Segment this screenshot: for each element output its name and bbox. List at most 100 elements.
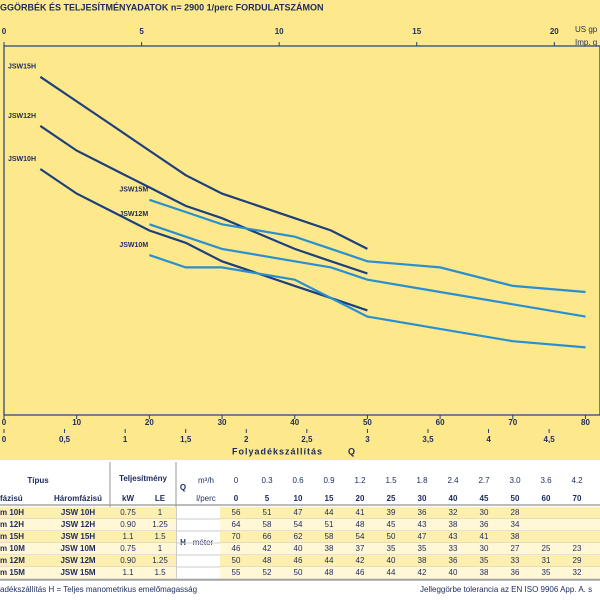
table-cell: 0.90	[120, 556, 136, 565]
table-cell: 1.25	[152, 556, 168, 565]
table-cell: 31	[542, 556, 551, 565]
table-cell: 41	[480, 532, 489, 541]
x2-tick-label: 0,5	[59, 435, 71, 444]
table-cell: 1	[158, 544, 163, 553]
table-q-lpm: 0	[234, 494, 239, 503]
table-cell: 1.1	[122, 532, 134, 541]
x2-tick-label: 1	[123, 435, 128, 444]
x2-tick-label: 4,5	[544, 435, 556, 444]
table-footer: adékszállítás H = Teljes manometrikus em…	[0, 585, 197, 594]
table-cell: 38	[449, 520, 458, 529]
table-row	[220, 567, 600, 579]
table-cell: 58	[325, 532, 334, 541]
table-cell: 43	[418, 520, 427, 529]
table-cell: 1	[158, 508, 163, 517]
x-tick-label: 70	[508, 418, 517, 427]
curve	[149, 198, 586, 294]
x2-tick-label: 4	[486, 435, 491, 444]
table-q-m3h: 3.6	[540, 476, 552, 485]
table-cell: 32	[573, 568, 582, 577]
x2-tick-label: 3,5	[422, 435, 434, 444]
table-cell: 38	[325, 544, 334, 553]
table-cell: 23	[573, 544, 582, 553]
table-cell: 30	[480, 544, 489, 553]
table-q-lpm: 70	[573, 494, 582, 503]
table-q-lpm: 25	[387, 494, 396, 503]
table-row	[220, 531, 600, 543]
table-q-lpm: 15	[325, 494, 334, 503]
table-cell: 47	[294, 508, 303, 517]
table-cell: 35	[418, 544, 427, 553]
table-q-lpm: 40	[449, 494, 458, 503]
table-cell: 70	[232, 532, 241, 541]
table-cell: 35	[480, 556, 489, 565]
table-q-m3h: 3.0	[509, 476, 521, 485]
table-header: l/perc	[196, 494, 216, 503]
table-row	[0, 531, 176, 543]
table-row	[220, 543, 600, 555]
table-q-m3h: 4.2	[571, 476, 583, 485]
table-cell: 41	[356, 508, 365, 517]
table-cell: 48	[356, 520, 365, 529]
table-cell: 64	[232, 520, 241, 529]
top-axis-label: US gp	[575, 25, 598, 34]
table-header: m³/h	[198, 476, 214, 485]
table-cell: 38	[511, 532, 520, 541]
table-cell: 42	[356, 556, 365, 565]
table-cell: 47	[418, 532, 427, 541]
table-q-lpm: 60	[542, 494, 551, 503]
table-cell: 42	[263, 544, 272, 553]
table-cell: 36	[480, 520, 489, 529]
table-cell: 54	[356, 532, 365, 541]
table-cell: 44	[387, 568, 396, 577]
table-cell: 42	[418, 568, 427, 577]
table-q-lpm: 30	[418, 494, 427, 503]
table-cell: 44	[325, 508, 334, 517]
table-cell: 27	[511, 544, 520, 553]
table-cell: 51	[263, 508, 272, 517]
x-tick-label: 20	[145, 418, 154, 427]
table-cell: 43	[449, 532, 458, 541]
table-cell: 36	[449, 556, 458, 565]
table-cell: m 10M	[0, 544, 25, 553]
table-cell: 66	[263, 532, 272, 541]
x-tick-label: 0	[2, 418, 7, 427]
table-cell: JSW 12M	[60, 556, 95, 565]
table-cell: 50	[294, 568, 303, 577]
table-header: Háromfázisú	[54, 494, 102, 503]
table-q-m3h: 0.3	[261, 476, 273, 485]
table-row	[0, 519, 176, 531]
x-tick-label: 10	[72, 418, 81, 427]
table-cell: 1.1	[122, 568, 134, 577]
x2-tick-label: 0	[2, 435, 7, 444]
table-q-m3h: 1.2	[354, 476, 366, 485]
table-cell: 34	[511, 520, 520, 529]
table-cell: m 10H	[0, 508, 24, 517]
table-q-lpm: 45	[480, 494, 489, 503]
table-q-m3h: 2.4	[447, 476, 459, 485]
table-cell: 37	[356, 544, 365, 553]
table-cell: 56	[232, 508, 241, 517]
x2-tick-label: 2,5	[301, 435, 313, 444]
x3-tick-label: 10	[275, 27, 284, 36]
table-row	[0, 567, 176, 579]
table-header: Teljesítmény	[119, 474, 167, 483]
x3-tick-label: 20	[550, 27, 559, 36]
table-cell: JSW 15M	[60, 568, 95, 577]
table-q-lpm: 20	[356, 494, 365, 503]
table-row	[220, 507, 600, 519]
x3-tick-label: 15	[412, 27, 421, 36]
table-cell: 51	[325, 520, 334, 529]
table-cell: m 12M	[0, 556, 25, 565]
curve-label: JSW10M	[119, 242, 148, 249]
curve-label: JSW12H	[8, 113, 36, 120]
table-cell: m 12H	[0, 520, 24, 529]
table-cell: 32	[449, 508, 458, 517]
table-cell: 62	[294, 532, 303, 541]
table-q-m3h: 1.8	[416, 476, 428, 485]
table-row	[220, 519, 600, 531]
table-cell: JSW 15H	[61, 532, 95, 541]
table-row	[0, 555, 176, 567]
x-tick-label: 60	[436, 418, 445, 427]
